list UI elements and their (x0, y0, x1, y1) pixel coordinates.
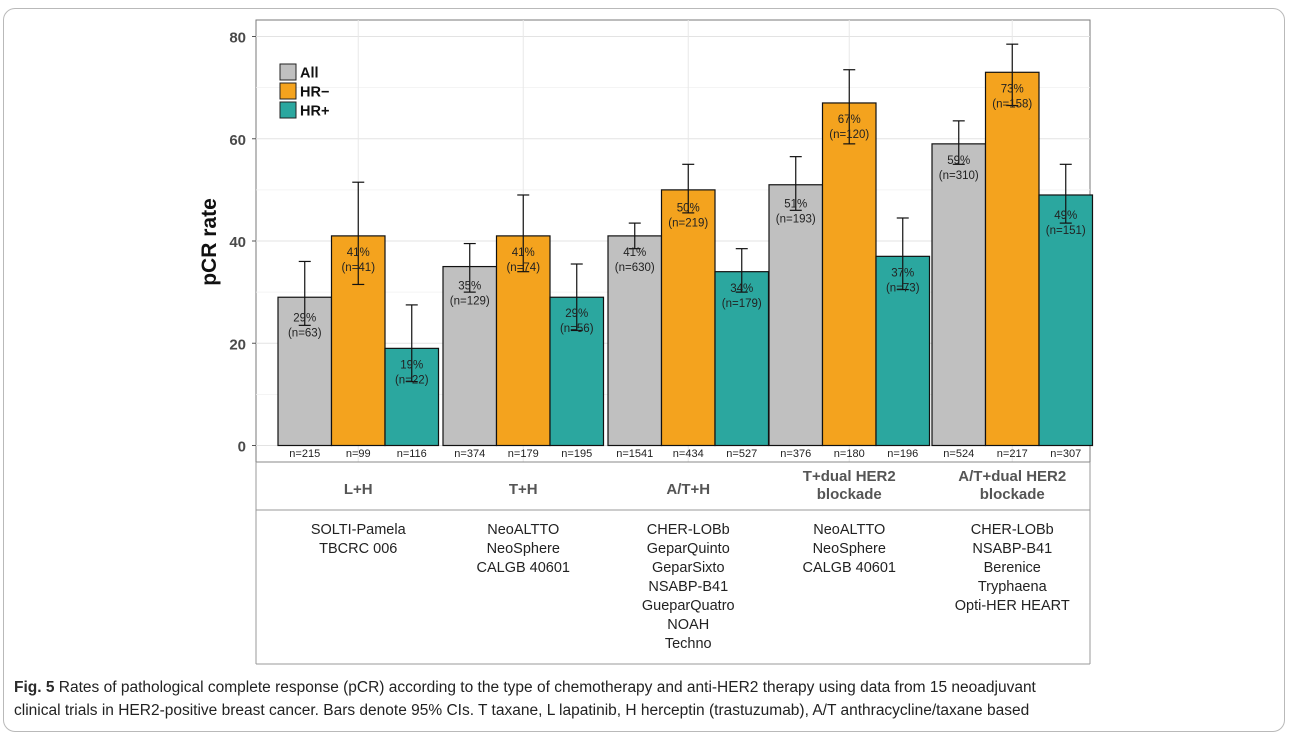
bar-n-label: (n=63) (288, 327, 322, 339)
bar-hr (984, 71, 1040, 447)
trial-name: Techno (665, 636, 712, 652)
trial-name: Opti-HER HEART (955, 598, 1070, 614)
figure-frame (3, 8, 1285, 732)
caption-line-2: clinical trials in HER2-positive breast … (14, 702, 1030, 719)
bar-percent-label: 35% (458, 280, 481, 292)
legend-label: HR− (300, 85, 329, 101)
bar-n-label: (n=179) (722, 298, 762, 310)
treatment-group-label: A/T+dual HER2 (958, 468, 1066, 485)
trial-name: NeoSphere (813, 541, 886, 557)
trial-name: NOAH (667, 617, 709, 633)
bar-total-n-label: n=195 (561, 448, 592, 460)
treatment-group-label: blockade (817, 486, 882, 503)
trial-name: GeparSixto (652, 560, 725, 576)
bar-n-label: (n=41) (341, 262, 375, 274)
trial-name: Berenice (984, 560, 1041, 576)
bar-percent-label: 29% (293, 312, 316, 324)
treatment-group-label: A/T+H (666, 481, 710, 498)
bar-n-label: (n=56) (560, 323, 594, 335)
bar-total-n-label: n=374 (454, 448, 485, 460)
bar-n-label: (n=74) (506, 262, 540, 274)
trial-name: GueparQuatro (642, 598, 735, 614)
trial-name: Tryphaena (978, 579, 1048, 595)
bar-total-n-label: n=524 (943, 448, 974, 460)
y-tick-label: 60 (229, 132, 246, 149)
trial-name: NeoALTTO (813, 522, 885, 538)
bar-percent-label: 41% (347, 247, 370, 259)
bar-total-n-label: n=116 (397, 448, 427, 460)
bar-n-label: (n=151) (1046, 225, 1086, 237)
bar-all (931, 143, 987, 447)
bar-percent-label: 50% (677, 202, 700, 214)
y-tick-label: 40 (229, 234, 246, 251)
bar-total-n-label: n=179 (508, 448, 539, 460)
bar-total-n-label: n=180 (834, 448, 865, 460)
bar-n-label: (n=73) (886, 282, 920, 294)
y-tick-label: 0 (238, 439, 246, 456)
trial-name: CHER-LOBb (647, 522, 730, 538)
bar-n-label: (n=120) (829, 129, 869, 141)
trial-name: NSABP-B41 (972, 541, 1052, 557)
bar-total-n-label: n=215 (289, 448, 320, 460)
bar-percent-label: 67% (838, 114, 861, 126)
trial-name: NSABP-B41 (648, 579, 728, 595)
bar-n-label: (n=193) (776, 214, 816, 226)
bar-percent-label: 73% (1001, 83, 1024, 95)
bar-n-label: (n=630) (615, 262, 655, 274)
caption-line-1: Rates of pathological complete response … (58, 679, 1036, 696)
legend-label: All (300, 66, 319, 82)
bar-total-n-label: n=434 (673, 448, 704, 460)
bar-total-n-label: n=1541 (616, 448, 653, 460)
bar-n-label: (n=310) (939, 170, 979, 182)
trial-name: CALGB 40601 (802, 560, 896, 576)
bar-percent-label: 49% (1054, 210, 1077, 222)
bar-hr (1038, 194, 1094, 447)
bar-hr (660, 189, 716, 447)
treatment-group-label: L+H (344, 481, 373, 498)
trial-name: CALGB 40601 (476, 560, 570, 576)
bar-total-n-label: n=376 (780, 448, 811, 460)
bar-percent-label: 41% (623, 247, 646, 259)
bar-n-label: (n=158) (992, 98, 1032, 110)
bar-percent-label: 34% (730, 283, 753, 295)
trial-name: SOLTI-Pamela (311, 522, 407, 538)
trial-name: GeparQuinto (647, 541, 730, 557)
trial-name: NeoSphere (487, 541, 560, 557)
legend-swatch (279, 82, 297, 100)
bar-total-n-label: n=196 (887, 448, 918, 460)
treatment-group-label: blockade (980, 486, 1045, 503)
bar-percent-label: 37% (891, 267, 914, 279)
bar-all (442, 265, 498, 447)
legend-label: HR+ (300, 104, 329, 120)
legend-swatch (279, 101, 297, 119)
trial-name: TBCRC 006 (319, 541, 397, 557)
bar-n-label: (n=129) (450, 295, 490, 307)
bar-hr (821, 102, 877, 447)
bar-percent-label: 41% (512, 247, 535, 259)
bar-n-label: (n=219) (668, 217, 708, 229)
treatment-group-label: T+dual HER2 (803, 468, 896, 485)
figure-caption: Fig. 5 Rates of pathological complete re… (14, 676, 1276, 722)
legend-swatch (279, 63, 297, 81)
trial-name: CHER-LOBb (971, 522, 1054, 538)
bar-percent-label: 59% (947, 155, 970, 167)
bar-total-n-label: n=527 (726, 448, 757, 460)
bar-hr (495, 235, 551, 447)
bar-total-n-label: n=307 (1050, 448, 1081, 460)
bar-percent-label: 51% (784, 199, 807, 211)
y-tick-label: 80 (229, 30, 246, 47)
bar-total-n-label: n=217 (997, 448, 1028, 460)
treatment-group-label: T+H (509, 481, 538, 498)
bar-percent-label: 19% (400, 359, 423, 371)
bar-percent-label: 29% (565, 308, 588, 320)
y-tick-label: 20 (229, 336, 246, 353)
bar-total-n-label: n=99 (346, 448, 371, 460)
y-axis-label: pCR rate (198, 198, 221, 286)
bar-n-label: (n=22) (395, 374, 429, 386)
bar-hr (714, 271, 770, 447)
caption-fig-label: Fig. 5 (14, 679, 55, 696)
trial-name: NeoALTTO (487, 522, 559, 538)
